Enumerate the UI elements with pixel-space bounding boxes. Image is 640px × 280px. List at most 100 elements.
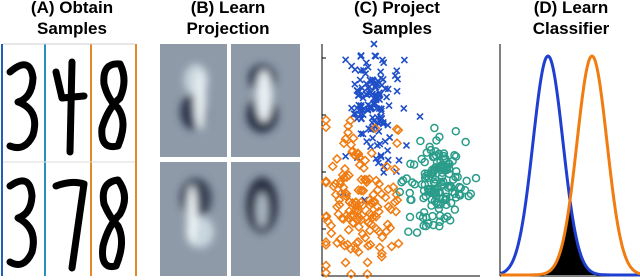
panel-title: (D) Learn — [534, 0, 609, 17]
diamond-point — [340, 133, 351, 145]
cross-point — [400, 104, 408, 113]
diamond-point — [345, 115, 356, 126]
panel-title: (B) Learn — [191, 0, 266, 17]
diamond-point — [335, 179, 346, 190]
circle-point — [412, 228, 422, 237]
diamond-point — [331, 201, 343, 212]
diamond-point — [371, 224, 382, 235]
cross-point — [376, 140, 384, 148]
cross-point — [350, 110, 358, 118]
diamond-point — [377, 232, 388, 243]
diamond-point — [350, 205, 361, 216]
cross-point — [402, 141, 411, 149]
cross-point — [377, 105, 385, 113]
cross-point — [384, 85, 392, 93]
class-curve — [501, 54, 640, 277]
diamond-point — [345, 210, 356, 221]
circle-point — [453, 172, 462, 182]
diamond-point — [364, 208, 375, 219]
diamond-point — [356, 185, 367, 196]
circle-point — [460, 185, 470, 195]
circle-point — [397, 177, 406, 187]
diamond-point — [353, 185, 364, 196]
cross-point — [367, 104, 375, 112]
diamond-point — [322, 216, 333, 227]
diamond-point — [340, 191, 352, 202]
diamond-point — [357, 199, 369, 211]
cross-point — [368, 76, 377, 84]
diamond-point — [320, 267, 332, 278]
cross-point — [377, 107, 385, 115]
circle-point — [435, 211, 445, 220]
diamond-point — [335, 176, 346, 187]
circle-point — [434, 149, 444, 159]
diamond-point — [360, 232, 371, 243]
circle-point — [461, 137, 470, 147]
cross-point — [371, 123, 379, 131]
diamond-point — [356, 210, 368, 221]
cross-point — [348, 62, 356, 70]
diamond-point — [364, 225, 376, 236]
cross-point — [365, 83, 373, 91]
diamond-point — [366, 197, 377, 208]
diamond-point — [328, 181, 339, 192]
cross-point — [372, 155, 380, 163]
cross-point — [342, 56, 350, 64]
cross-point — [385, 101, 393, 110]
diamond-point — [389, 197, 400, 208]
circle-point — [395, 187, 405, 197]
circle-point — [441, 195, 450, 205]
cross-point — [377, 68, 385, 76]
diamond-point — [392, 195, 403, 206]
diamond-point — [391, 189, 402, 200]
cross-point — [380, 162, 388, 170]
diamond-point — [386, 241, 397, 252]
diamond-point — [343, 127, 354, 138]
circle-point — [420, 180, 430, 189]
cross-point — [357, 67, 365, 75]
circle-point — [451, 127, 461, 136]
cross-point — [416, 113, 424, 121]
diamond-point — [389, 164, 400, 175]
diamond-point — [383, 201, 394, 212]
circle-point — [398, 176, 408, 185]
circle-point — [421, 171, 431, 181]
cross-point — [363, 138, 371, 146]
circle-point — [464, 191, 473, 201]
circle-point — [435, 132, 444, 142]
cross-point — [362, 59, 370, 67]
diamond-point — [360, 155, 371, 166]
diamond-point — [348, 133, 359, 144]
diamond-point — [363, 240, 374, 251]
cross-point — [395, 156, 403, 164]
diamond-point — [320, 176, 332, 187]
circle-point — [450, 205, 460, 214]
cross-point — [372, 81, 380, 89]
cross-point — [372, 91, 380, 100]
cross-point — [348, 104, 356, 112]
diamond-point — [320, 122, 332, 133]
cross-point — [357, 130, 365, 138]
circle-point — [438, 164, 447, 173]
diamond-point — [326, 228, 337, 239]
circle-point — [439, 149, 449, 158]
diamond-point — [366, 148, 377, 159]
circle-point — [430, 123, 439, 133]
cross-point — [342, 152, 350, 160]
diamond-point — [340, 187, 351, 198]
diamond-point — [335, 234, 346, 245]
cross-point — [369, 134, 377, 142]
diamond-point — [336, 213, 348, 224]
circle-point — [430, 196, 440, 206]
diamond-point — [344, 197, 355, 208]
panel-title: Projection — [186, 19, 269, 38]
circle-point — [435, 217, 445, 227]
cross-point — [376, 113, 384, 121]
cross-point — [371, 52, 379, 60]
circle-point — [462, 176, 471, 186]
diamond-point — [348, 217, 359, 229]
cross-point — [384, 146, 392, 154]
circle-point — [466, 189, 476, 199]
circle-point — [417, 180, 427, 189]
